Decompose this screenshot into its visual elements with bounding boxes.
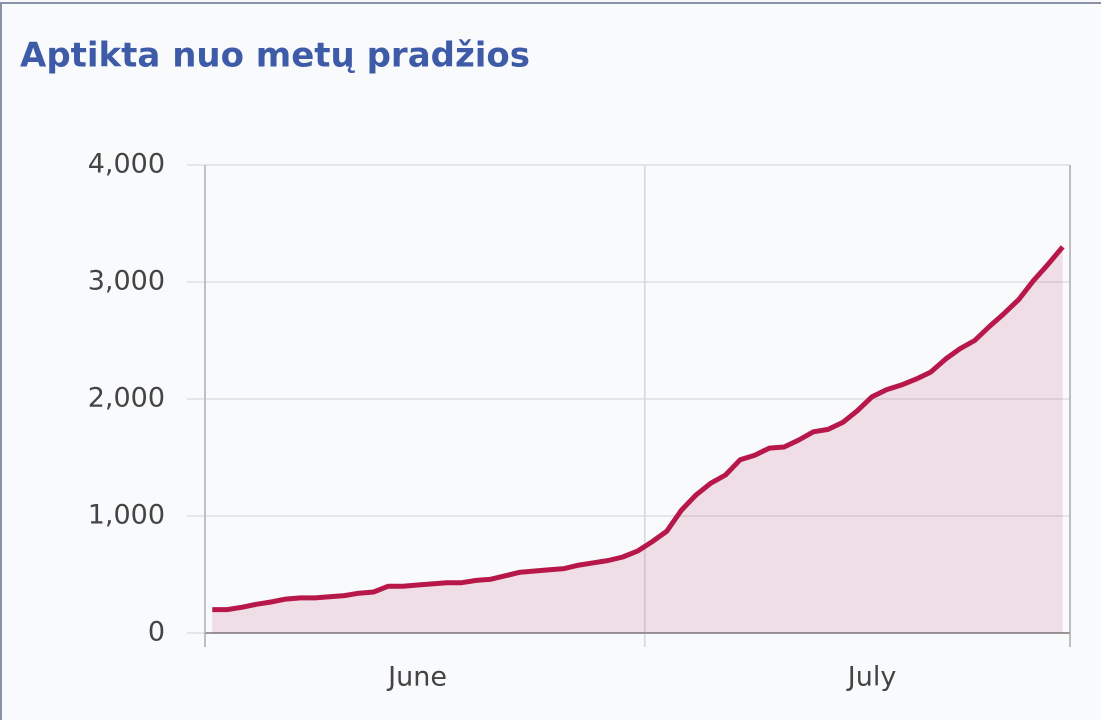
chart-title: Aptikta nuo metų pradžios	[20, 36, 530, 76]
y-tick-label: 2,000	[88, 383, 165, 414]
y-tick-label: 1,000	[88, 500, 165, 531]
line	[212, 245, 1065, 613]
x-tick-label: June	[386, 662, 447, 693]
x-tick-label: July	[846, 662, 897, 693]
y-tick-label: 0	[148, 617, 165, 648]
y-tick-label: 4,000	[88, 149, 165, 180]
area-fill	[212, 246, 1063, 633]
y-tick-label: 3,000	[88, 266, 165, 297]
